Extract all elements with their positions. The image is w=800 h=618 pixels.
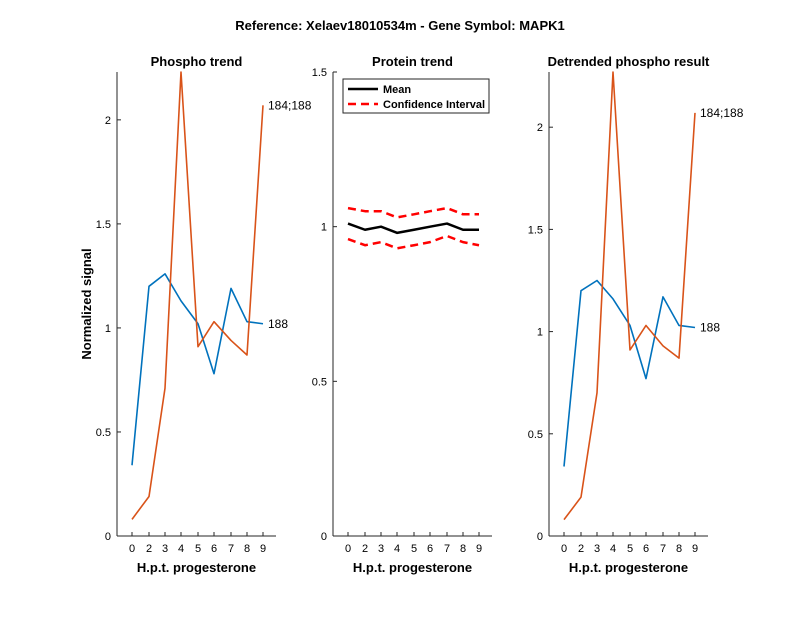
y-tick-label: 0 (537, 531, 543, 543)
y-tick-label: 0.5 (528, 429, 543, 441)
legend-box (342, 78, 490, 114)
x-tick-label: 4 (610, 543, 616, 555)
x-tick-label: 3 (594, 543, 600, 555)
y-tick-label: 1.5 (312, 67, 327, 79)
x-axis-label: H.p.t. progesterone (353, 560, 472, 575)
x-tick-label: 9 (260, 543, 266, 555)
x-tick-label: 9 (476, 543, 482, 555)
y-tick-label: 1.5 (96, 219, 111, 231)
series-line-184-188 (563, 71, 696, 521)
x-tick-label: 8 (244, 543, 250, 555)
x-tick-label: 3 (378, 543, 384, 555)
x-tick-label: 6 (211, 543, 217, 555)
legend-entry-mean: Mean (383, 84, 411, 96)
panel-title: Phospho trend (151, 54, 243, 69)
series-end-label: 188 (268, 317, 288, 331)
series-end-label: 184;188 (700, 106, 744, 120)
series-line-mean (347, 222, 479, 235)
series-line-188 (131, 273, 264, 466)
panel-title: Detrended phospho result (548, 54, 710, 69)
panel-title: Protein trend (372, 54, 453, 69)
x-tick-label: 2 (362, 543, 368, 555)
x-tick-label: 6 (643, 543, 649, 555)
series-line-confidence-interval-lower- (347, 234, 480, 250)
x-tick-label: 8 (676, 543, 682, 555)
x-tick-label: 3 (162, 543, 168, 555)
x-tick-label: 0 (561, 543, 567, 555)
y-tick-label: 1 (105, 323, 111, 335)
x-axis-label: H.p.t. progesterone (137, 560, 256, 575)
y-tick-label: 0.5 (96, 427, 111, 439)
legend-entry-ci: Confidence Interval (383, 99, 485, 111)
y-tick-label: 0.5 (312, 376, 327, 388)
legend: Mean Confidence Interval (342, 78, 490, 114)
x-tick-label: 7 (228, 543, 234, 555)
x-tick-label: 0 (129, 543, 135, 555)
y-tick-label: 1 (321, 222, 327, 234)
series-end-label: 188 (700, 321, 720, 335)
x-tick-label: 8 (460, 543, 466, 555)
y-tick-label: 2 (537, 122, 543, 134)
x-axis-label: H.p.t. progesterone (569, 560, 688, 575)
x-tick-label: 0 (345, 543, 351, 555)
x-tick-label: 4 (394, 543, 400, 555)
series-line-confidence-interval (347, 206, 479, 219)
y-tick-label: 2 (105, 115, 111, 127)
x-tick-label: 9 (692, 543, 698, 555)
x-tick-label: 5 (411, 543, 417, 555)
x-tick-label: 5 (627, 543, 633, 555)
y-tick-label: 0 (105, 531, 111, 543)
x-tick-label: 7 (444, 543, 450, 555)
x-tick-label: 7 (660, 543, 666, 555)
y-tick-label: 1.5 (528, 224, 543, 236)
y-tick-label: 0 (321, 531, 327, 543)
x-tick-label: 6 (427, 543, 433, 555)
x-tick-label: 2 (146, 543, 152, 555)
figure-title: Reference: Xelaev18010534m - Gene Symbol… (235, 18, 565, 33)
series-line-184-188 (131, 71, 264, 520)
y-axis-label: Normalized signal (79, 248, 94, 359)
y-tick-label: 1 (537, 327, 543, 339)
x-tick-label: 4 (178, 543, 184, 555)
series-line-188 (563, 279, 696, 467)
x-tick-label: 2 (578, 543, 584, 555)
series-end-label: 184;188 (268, 98, 312, 112)
x-tick-label: 5 (195, 543, 201, 555)
